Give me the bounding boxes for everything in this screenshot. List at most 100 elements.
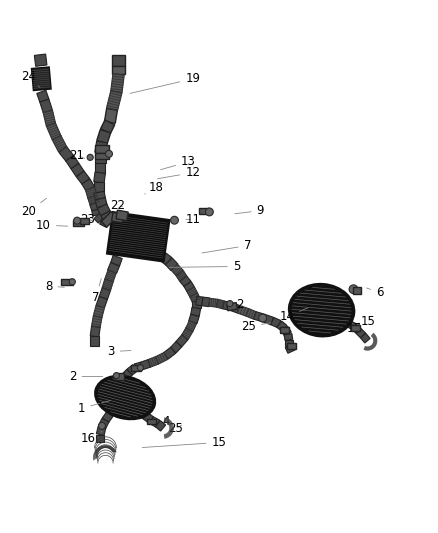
Polygon shape (82, 179, 94, 191)
Polygon shape (88, 195, 99, 205)
Polygon shape (94, 182, 104, 192)
Polygon shape (352, 324, 361, 334)
Polygon shape (111, 74, 124, 93)
Polygon shape (71, 164, 84, 176)
Text: 12: 12 (158, 166, 200, 179)
Text: 7: 7 (92, 279, 101, 304)
Polygon shape (143, 413, 154, 423)
Polygon shape (102, 412, 113, 423)
Text: 4: 4 (148, 415, 170, 428)
Polygon shape (277, 321, 287, 332)
Polygon shape (99, 418, 109, 429)
Text: 1: 1 (78, 400, 111, 415)
Polygon shape (85, 188, 97, 198)
Text: 2: 2 (69, 370, 102, 383)
Polygon shape (137, 408, 148, 419)
Polygon shape (95, 198, 107, 207)
Polygon shape (346, 320, 356, 330)
Polygon shape (351, 325, 360, 330)
Polygon shape (112, 55, 125, 66)
Text: 15: 15 (361, 314, 376, 328)
Text: 13: 13 (161, 155, 196, 169)
Circle shape (138, 365, 144, 371)
Polygon shape (95, 163, 106, 173)
Polygon shape (127, 365, 138, 375)
Polygon shape (353, 287, 361, 294)
Circle shape (69, 279, 75, 285)
Polygon shape (131, 365, 141, 371)
Polygon shape (281, 326, 291, 336)
Text: 18: 18 (145, 181, 163, 195)
Polygon shape (101, 211, 113, 222)
Polygon shape (52, 135, 67, 152)
Circle shape (106, 150, 113, 157)
Ellipse shape (95, 376, 155, 419)
Polygon shape (96, 296, 107, 308)
Polygon shape (246, 309, 256, 319)
Text: 14: 14 (279, 308, 308, 323)
Polygon shape (94, 211, 106, 223)
Polygon shape (112, 212, 124, 223)
Polygon shape (99, 288, 110, 300)
Polygon shape (184, 282, 194, 292)
Polygon shape (227, 303, 237, 311)
Polygon shape (97, 130, 111, 144)
Polygon shape (93, 305, 105, 318)
Polygon shape (237, 305, 249, 316)
Polygon shape (101, 120, 115, 134)
Circle shape (205, 208, 213, 216)
Circle shape (87, 154, 93, 160)
Polygon shape (95, 153, 106, 163)
Polygon shape (113, 66, 125, 75)
Polygon shape (165, 258, 178, 271)
Polygon shape (43, 110, 56, 126)
Polygon shape (34, 54, 47, 66)
Polygon shape (202, 297, 210, 306)
Polygon shape (186, 321, 196, 332)
Circle shape (170, 216, 178, 224)
Text: 21: 21 (70, 149, 85, 161)
Polygon shape (134, 362, 142, 372)
Polygon shape (96, 434, 104, 442)
Polygon shape (285, 344, 295, 353)
Polygon shape (155, 421, 166, 431)
Polygon shape (95, 153, 109, 159)
Polygon shape (284, 334, 293, 341)
Circle shape (349, 285, 358, 294)
Circle shape (74, 217, 81, 224)
Polygon shape (196, 296, 203, 306)
Polygon shape (216, 300, 224, 309)
Polygon shape (59, 147, 74, 161)
Polygon shape (95, 141, 107, 154)
Polygon shape (287, 343, 296, 349)
Ellipse shape (289, 284, 354, 336)
Polygon shape (285, 340, 293, 346)
Text: 8: 8 (45, 280, 64, 293)
Polygon shape (101, 212, 117, 227)
Circle shape (227, 301, 233, 306)
Text: 20: 20 (21, 198, 46, 219)
Text: 23: 23 (81, 213, 95, 226)
Text: 6: 6 (367, 286, 383, 299)
Polygon shape (271, 318, 281, 328)
Polygon shape (147, 418, 155, 424)
Polygon shape (189, 314, 199, 324)
Text: 22: 22 (110, 199, 125, 212)
Polygon shape (192, 301, 201, 308)
Polygon shape (92, 209, 102, 216)
Polygon shape (155, 352, 167, 364)
Polygon shape (187, 287, 198, 297)
Polygon shape (176, 335, 188, 347)
Polygon shape (171, 264, 183, 276)
Polygon shape (191, 307, 201, 316)
Circle shape (259, 314, 267, 322)
Text: 16: 16 (81, 432, 102, 445)
Polygon shape (106, 91, 122, 111)
Polygon shape (122, 369, 132, 379)
Polygon shape (148, 357, 159, 367)
Polygon shape (116, 210, 128, 221)
Polygon shape (160, 253, 172, 265)
Polygon shape (182, 328, 193, 339)
Polygon shape (230, 303, 240, 313)
Polygon shape (90, 326, 100, 337)
